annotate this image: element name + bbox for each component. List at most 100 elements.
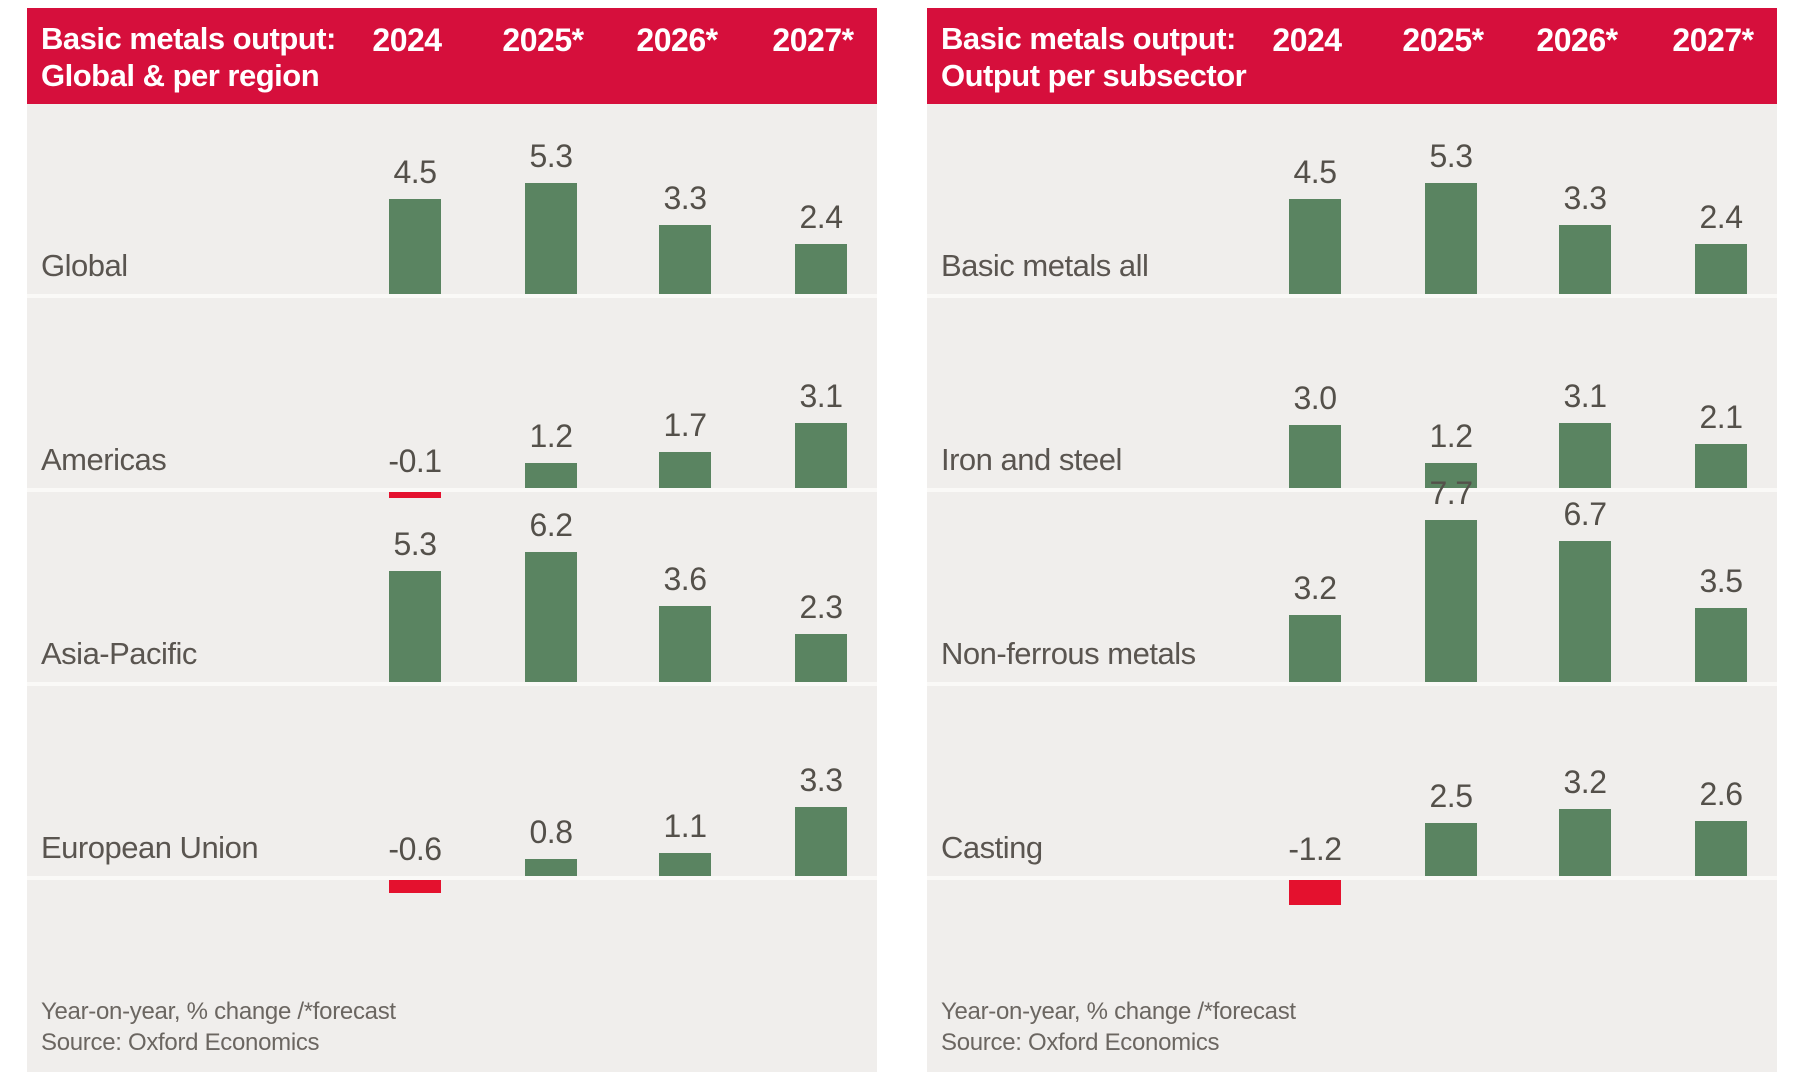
negative-bar <box>1289 880 1341 905</box>
year-column-label: 2025* <box>502 22 584 58</box>
row-label: Basic metals all <box>941 248 1149 283</box>
bar-value-label: 7.7 <box>1429 475 1473 511</box>
positive-bar <box>1559 423 1611 488</box>
positive-bar <box>795 423 847 488</box>
panel-title-line1: Basic metals output: <box>41 21 336 56</box>
positive-bar <box>659 452 711 488</box>
chart-row: Americas -0.1 1.2 1.7 3.1 <box>27 298 877 498</box>
positive-bar <box>1289 615 1341 682</box>
positive-bar <box>659 853 711 876</box>
panel-body: Basic metals all 4.5 5.3 3.3 2.4 Iron and ste… <box>927 104 1777 905</box>
positive-bar <box>1425 463 1477 488</box>
positive-bar <box>1695 821 1747 876</box>
positive-bar <box>1695 244 1747 294</box>
bar-value-label: 3.2 <box>1293 570 1337 606</box>
bar-value-label: 3.3 <box>799 762 843 798</box>
bar-value-label: 1.1 <box>663 808 707 844</box>
chart-row: Casting -1.2 2.5 3.2 2.6 <box>927 686 1777 905</box>
bar-value-label: 6.2 <box>529 507 573 543</box>
positive-bar <box>525 552 577 682</box>
positive-bar <box>1425 520 1477 682</box>
bar-value-label: 1.2 <box>529 418 573 454</box>
bar-value-label: 2.1 <box>1699 399 1743 435</box>
positive-bar <box>795 244 847 294</box>
positive-bar <box>795 634 847 682</box>
bar-value-label: 3.2 <box>1563 764 1607 800</box>
row-label: Casting <box>941 830 1043 865</box>
positive-bar <box>659 225 711 294</box>
positive-bar <box>1695 608 1747 682</box>
bar-value-label: 3.6 <box>663 561 707 597</box>
bar-value-label: 4.5 <box>393 154 437 190</box>
positive-bar <box>389 571 441 682</box>
chart-panel-subsectors: Basic metals output: Output per subsecto… <box>927 8 1777 1072</box>
chart-row: Basic metals all 4.5 5.3 3.3 2.4 <box>927 104 1777 298</box>
year-column-label: 2024 <box>372 22 442 58</box>
panel-footer: Year-on-year, % change /*forecast Source… <box>927 996 1777 1072</box>
positive-bar <box>525 859 577 876</box>
chart-panel-regions: Basic metals output: Global & per region… <box>27 8 877 1072</box>
positive-bar <box>525 183 577 294</box>
bar-value-label: 5.3 <box>529 138 573 174</box>
bar-value-label: 2.4 <box>1699 199 1743 235</box>
positive-bar <box>795 807 847 876</box>
bar-value-label: 3.3 <box>1563 180 1607 216</box>
year-column-label: 2026* <box>636 22 718 58</box>
footnote-unit: Year-on-year, % change /*forecast <box>41 998 396 1025</box>
bar-value-label: 2.5 <box>1429 778 1473 814</box>
chart-row: Global 4.5 5.3 3.3 2.4 <box>27 104 877 298</box>
chart-row: Non-ferrous metals 3.2 7.7 6.7 3.5 <box>927 475 1777 686</box>
panel-title: Basic metals output: Global & per region <box>41 20 877 94</box>
panel-title-line1: Basic metals output: <box>941 21 1236 56</box>
chart-row: European Union -0.6 0.8 1.1 3.3 <box>27 686 877 893</box>
panel-footer: Year-on-year, % change /*forecast Source… <box>27 996 877 1072</box>
year-column-label: 2026* <box>1536 22 1618 58</box>
bar-value-label: -1.2 <box>1288 831 1342 867</box>
footnote-unit: Year-on-year, % change /*forecast <box>941 998 1296 1025</box>
row-label: Iron and steel <box>941 442 1122 477</box>
positive-bar <box>1425 823 1477 876</box>
row-label: European Union <box>41 830 259 865</box>
chart-row: Iron and steel 3.0 1.2 3.1 2.1 <box>927 298 1777 492</box>
panel-header: Basic metals output: Global & per region… <box>27 8 877 104</box>
bar-value-label: 1.7 <box>663 407 707 443</box>
panel-title: Basic metals output: Output per subsecto… <box>941 20 1777 94</box>
bar-value-label: 3.0 <box>1293 380 1337 416</box>
negative-bar <box>389 880 441 893</box>
panel-title-line2: Output per subsector <box>941 58 1247 93</box>
positive-bar <box>1425 183 1477 294</box>
positive-bar <box>1559 225 1611 294</box>
row-label: Global <box>41 248 128 283</box>
bar-value-label: 3.5 <box>1699 563 1743 599</box>
positive-bar <box>1289 425 1341 488</box>
bar-value-label: -0.6 <box>388 831 442 867</box>
bar-value-label: 3.1 <box>799 378 843 414</box>
bar-value-label: -0.1 <box>388 443 442 479</box>
bar-value-label: 1.2 <box>1429 418 1473 454</box>
year-column-label: 2024 <box>1272 22 1342 58</box>
positive-bar <box>1695 444 1747 488</box>
negative-bar <box>389 492 441 498</box>
year-column-label: 2027* <box>772 22 854 58</box>
bar-value-label: 2.6 <box>1699 776 1743 812</box>
footnote-source: Source: Oxford Economics <box>941 1029 1220 1056</box>
panel-title-line2: Global & per region <box>41 58 320 93</box>
bar-value-label: 5.3 <box>1429 138 1473 174</box>
panel-body: Global 4.5 5.3 3.3 2.4 Americas -0.1 1.2 1.7 3.1 A… <box>27 104 877 893</box>
row-label: Non-ferrous metals <box>941 636 1196 671</box>
bar-value-label: 3.1 <box>1563 378 1607 414</box>
positive-bar <box>1559 809 1611 876</box>
positive-bar <box>1559 541 1611 682</box>
panel-header: Basic metals output: Output per subsecto… <box>927 8 1777 104</box>
year-column-label: 2027* <box>1672 22 1754 58</box>
bar-value-label: 3.3 <box>663 180 707 216</box>
year-column-label: 2025* <box>1402 22 1484 58</box>
bar-value-label: 2.3 <box>799 589 843 625</box>
bar-value-label: 6.7 <box>1563 496 1607 532</box>
bar-value-label: 0.8 <box>529 814 573 850</box>
positive-bar <box>659 606 711 682</box>
bar-value-label: 4.5 <box>1293 154 1337 190</box>
footnote-source: Source: Oxford Economics <box>41 1029 320 1056</box>
row-label: Americas <box>41 442 167 477</box>
